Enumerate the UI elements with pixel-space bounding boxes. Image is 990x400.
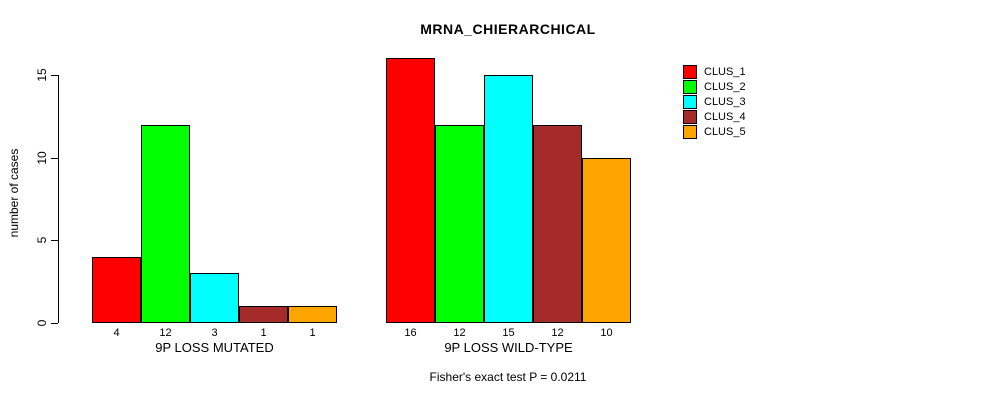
legend-label: CLUS_2	[704, 80, 746, 93]
bar-clus_1	[386, 58, 435, 323]
bar-value-label: 3	[211, 327, 218, 339]
bar-value-label: 10	[600, 327, 613, 339]
bar-value-label: 12	[551, 327, 564, 339]
legend-label: CLUS_5	[704, 125, 746, 138]
legend-swatch-icon	[683, 124, 697, 139]
y-tick-label: 0	[35, 319, 49, 327]
bar-value-label: 12	[453, 327, 466, 339]
bar-value-label: 15	[502, 327, 515, 339]
legend-item-clus_1: CLUS_1	[683, 64, 746, 79]
legend-item-clus_3: CLUS_3	[683, 94, 746, 109]
x-group-label: 9P LOSS WILD-TYPE	[444, 340, 573, 355]
legend-label: CLUS_1	[704, 65, 746, 78]
bar-clus_2	[435, 124, 484, 323]
y-tick-mark	[51, 240, 58, 242]
bar-value-label: 1	[260, 327, 267, 339]
legend-label: CLUS_3	[704, 95, 746, 108]
bar-clus_4	[533, 124, 582, 323]
bar-value-label: 12	[159, 327, 172, 339]
bar-clus_1	[92, 256, 141, 323]
bar-clus_5	[582, 157, 631, 323]
bar-clus_3	[190, 273, 239, 323]
legend-item-clus_4: CLUS_4	[683, 109, 746, 124]
legend-swatch-icon	[683, 79, 697, 94]
legend-item-clus_2: CLUS_2	[683, 79, 746, 94]
y-tick-label: 15	[35, 68, 49, 82]
y-tick-label: 5	[35, 236, 49, 244]
bar-value-label: 4	[113, 327, 120, 339]
bar-clus_3	[484, 75, 533, 323]
y-axis-line	[58, 75, 59, 323]
bar-clus_2	[141, 124, 190, 323]
legend-label: CLUS_4	[704, 110, 746, 123]
legend-swatch-icon	[683, 94, 697, 109]
bar-clus_4	[239, 306, 288, 323]
legend: CLUS_1 CLUS_2 CLUS_3 CLUS_4 CLUS_5	[683, 64, 746, 139]
legend-item-clus_5: CLUS_5	[683, 124, 746, 139]
legend-swatch-icon	[683, 64, 697, 79]
chart-title: MRNA_CHIERARCHICAL	[420, 21, 596, 37]
fisher-test-annotation: Fisher's exact test P = 0.0211	[429, 370, 587, 384]
y-tick-label: 10	[35, 150, 49, 165]
legend-swatch-icon	[683, 109, 697, 124]
y-tick-mark	[51, 157, 58, 159]
bar-value-label: 16	[404, 327, 417, 339]
y-tick-mark	[51, 323, 58, 324]
x-group-label: 9P LOSS MUTATED	[155, 340, 274, 355]
bar-value-label: 1	[309, 327, 316, 339]
y-axis-title: number of cases	[7, 148, 21, 238]
bar-clus_5	[288, 306, 337, 323]
y-tick-mark	[51, 75, 58, 76]
